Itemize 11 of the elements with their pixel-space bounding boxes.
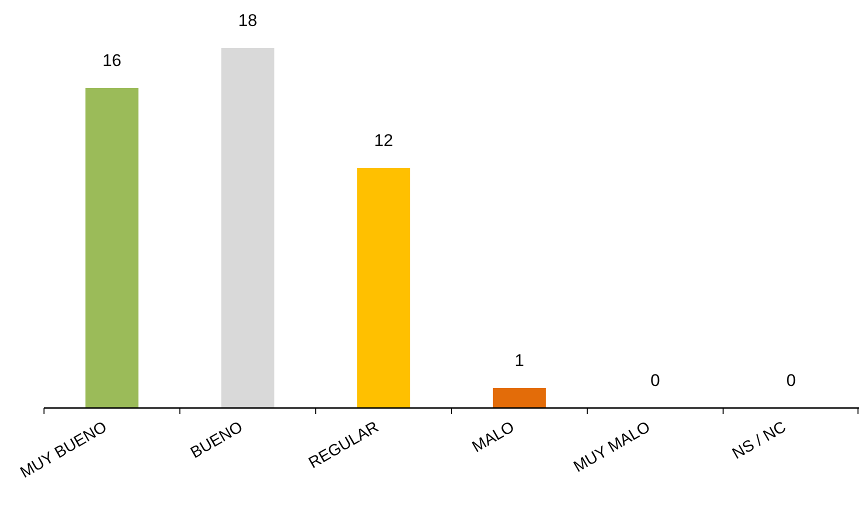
data-label: 1 (514, 351, 524, 370)
data-label: 12 (374, 131, 394, 150)
x-tick-label: NS / NC (730, 418, 790, 463)
bar (357, 168, 410, 408)
data-label: 0 (650, 371, 660, 390)
bar (85, 88, 138, 408)
bar (221, 48, 274, 408)
data-label: 16 (102, 51, 122, 70)
data-label: 18 (238, 11, 258, 30)
data-label: 0 (786, 371, 796, 390)
bar (492, 388, 546, 408)
